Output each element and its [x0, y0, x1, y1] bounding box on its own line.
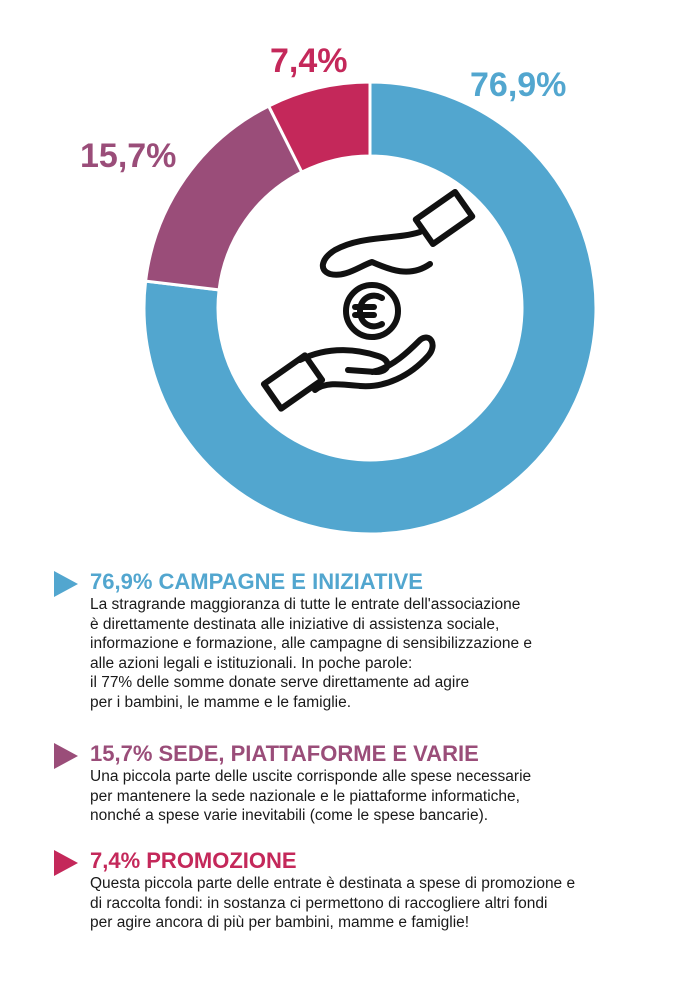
legend-heading: 15,7% SEDE, PIATTAFORME E VARIE	[90, 741, 479, 766]
legend-heading: 7,4% PROMOZIONE	[90, 848, 297, 873]
triangle-marker-icon	[54, 850, 78, 876]
slice-promozione	[266, 80, 372, 175]
donut-slices	[142, 80, 598, 536]
label-campagne: 76,9%	[470, 66, 566, 104]
legend-text: La stragrande maggioranza di tutte le en…	[90, 596, 532, 711]
hands-euro-icon	[260, 188, 476, 412]
percentage-labels: 76,9% 15,7% 7,4%	[80, 42, 566, 175]
label-promozione: 7,4%	[270, 42, 348, 80]
triangle-marker-icon	[54, 571, 78, 597]
legend-item-campagne: 76,9% CAMPAGNE E INIZIATIVE La stragrand…	[54, 569, 654, 712]
legend-item-promozione: 7,4% PROMOZIONE Questa piccola parte del…	[54, 848, 654, 933]
slice-campagne	[142, 80, 598, 536]
donut-chart: 76,9% 15,7% 7,4%	[80, 42, 598, 536]
legend-text: Una piccola parte delle uscite corrispon…	[90, 768, 532, 824]
slice-sede	[143, 103, 304, 292]
label-sede: 15,7%	[80, 137, 176, 175]
legend-text: Questa piccola parte delle entrate è des…	[90, 875, 576, 931]
legend-heading: 76,9% CAMPAGNE E INIZIATIVE	[90, 569, 423, 594]
triangle-marker-icon	[54, 743, 78, 769]
legend-item-sede: 15,7% SEDE, PIATTAFORME E VARIE Una picc…	[54, 741, 654, 826]
